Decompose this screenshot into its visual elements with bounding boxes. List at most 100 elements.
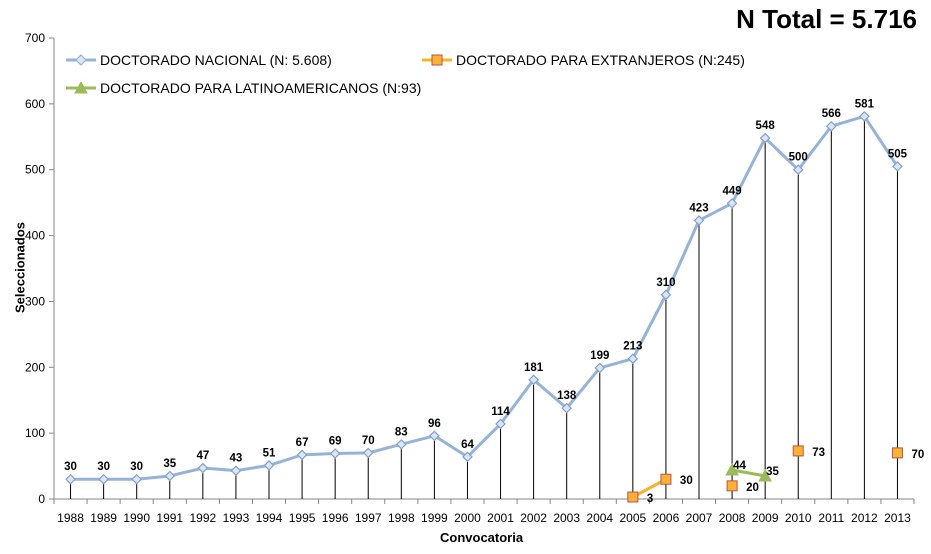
y-tick-label: 400 <box>25 229 45 243</box>
data-point <box>825 120 837 132</box>
data-label: 44 <box>733 460 746 472</box>
chart-axes: 0 100 200 300 400 500 600 700 1988 1989 1990 1991 19… <box>25 31 915 525</box>
data-label: 138 <box>557 390 577 402</box>
data-point <box>296 449 308 461</box>
y-tick-label: 200 <box>25 360 45 374</box>
data-label: 30 <box>130 461 143 473</box>
data-label: 199 <box>590 350 609 362</box>
data-label: 181 <box>524 362 544 374</box>
data-point <box>759 132 771 144</box>
diamond-marker-icon <box>66 54 96 66</box>
data-label: 30 <box>97 461 110 473</box>
data-point <box>395 438 407 450</box>
data-point <box>792 445 804 457</box>
x-tick-label: 1991 <box>156 511 183 525</box>
x-tick-label: 2011 <box>818 511 844 525</box>
data-label: 548 <box>756 120 776 132</box>
data-point <box>561 402 573 414</box>
legend-label-nacional: DOCTORADO NACIONAL (N: 5.608) <box>100 52 332 68</box>
x-tick-label: 2006 <box>653 511 680 525</box>
data-label: 35 <box>766 466 779 478</box>
data-point <box>660 289 672 301</box>
data-point <box>329 448 341 459</box>
data-label: 20 <box>746 482 759 494</box>
x-tick-label: 2002 <box>520 511 547 525</box>
data-point <box>594 362 606 374</box>
x-axis-title: Convocatoria <box>440 530 524 545</box>
data-point <box>462 451 473 463</box>
data-point <box>528 374 539 386</box>
data-label: 70 <box>911 449 924 461</box>
legend-item-latinoamericanos: DOCTORADO PARA LATINOAMERICANOS (N:93) <box>66 80 421 96</box>
data-point <box>726 480 738 492</box>
drop-lines <box>70 116 898 499</box>
x-tick-label: 2012 <box>851 511 878 525</box>
data-label: 30 <box>64 461 77 473</box>
data-point <box>693 215 705 226</box>
x-tick-label: 2004 <box>586 511 613 525</box>
data-label: 73 <box>812 447 825 459</box>
data-label: 51 <box>263 447 276 459</box>
x-tick-label: 1998 <box>388 511 415 525</box>
x-tick-label: 2000 <box>454 511 481 525</box>
series-line-2 <box>731 468 766 478</box>
y-axis-title: Seleccionados <box>12 221 28 314</box>
y-tick-label: 600 <box>25 97 45 111</box>
data-point <box>792 164 804 176</box>
data-point <box>891 447 903 459</box>
legend-label-latinoamericanos: DOCTORADO PARA LATINOAMERICANOS (N:93) <box>100 80 422 96</box>
total-title: N Total = 5.716 <box>736 4 917 34</box>
data-point <box>859 111 870 122</box>
data-label: 566 <box>822 108 841 120</box>
data-label: 83 <box>395 426 408 438</box>
x-tick-label: 2008 <box>719 511 746 525</box>
data-point <box>65 473 76 485</box>
x-tick-label: 1988 <box>57 511 84 525</box>
data-label: 505 <box>888 148 908 160</box>
data-label: 47 <box>196 450 209 462</box>
x-tick-label: 1997 <box>355 511 382 525</box>
square-marker-icon <box>422 54 452 66</box>
x-tick-label: 1994 <box>256 511 283 525</box>
data-label: 3 <box>647 493 653 505</box>
triangle-marker-icon <box>66 82 96 94</box>
data-point <box>627 491 639 503</box>
data-label: 449 <box>722 185 741 197</box>
x-tick-label: 2001 <box>487 511 514 525</box>
y-tick-label: 300 <box>25 294 45 308</box>
data-label: 70 <box>362 435 375 447</box>
series-line-1 <box>632 477 667 499</box>
data-label: 581 <box>855 98 875 110</box>
x-tick-label: 1992 <box>189 511 216 525</box>
data-label: 64 <box>461 439 474 451</box>
series-lines <box>70 114 899 499</box>
x-tick-label: 2009 <box>752 511 779 525</box>
data-label: 423 <box>689 202 708 214</box>
data-point <box>197 462 209 474</box>
y-tick-label: 0 <box>38 492 45 506</box>
data-point <box>429 430 440 442</box>
data-point <box>495 418 506 430</box>
data-point <box>98 473 109 485</box>
y-tick-label: 700 <box>25 31 45 45</box>
x-tick-label: 2013 <box>884 511 911 525</box>
data-point <box>758 468 772 482</box>
data-label: 67 <box>296 437 309 449</box>
data-label: 69 <box>329 436 342 448</box>
x-tick-label: 1990 <box>123 511 150 525</box>
data-point <box>362 447 374 459</box>
data-label: 43 <box>230 453 243 465</box>
data-label: 30 <box>680 475 693 487</box>
x-tick-label: 2005 <box>619 511 646 525</box>
legend: DOCTORADO NACIONAL (N: 5.608) DOCTORADO … <box>66 52 786 104</box>
y-tick-label: 100 <box>25 426 45 440</box>
data-label: 114 <box>491 406 510 418</box>
x-tick-label: 2003 <box>553 511 580 525</box>
data-point <box>263 460 275 471</box>
data-label: 35 <box>163 458 176 470</box>
data-point <box>892 161 903 172</box>
data-point <box>230 465 242 477</box>
y-tick-label: 500 <box>25 163 45 177</box>
x-tick-label: 2007 <box>686 511 713 525</box>
